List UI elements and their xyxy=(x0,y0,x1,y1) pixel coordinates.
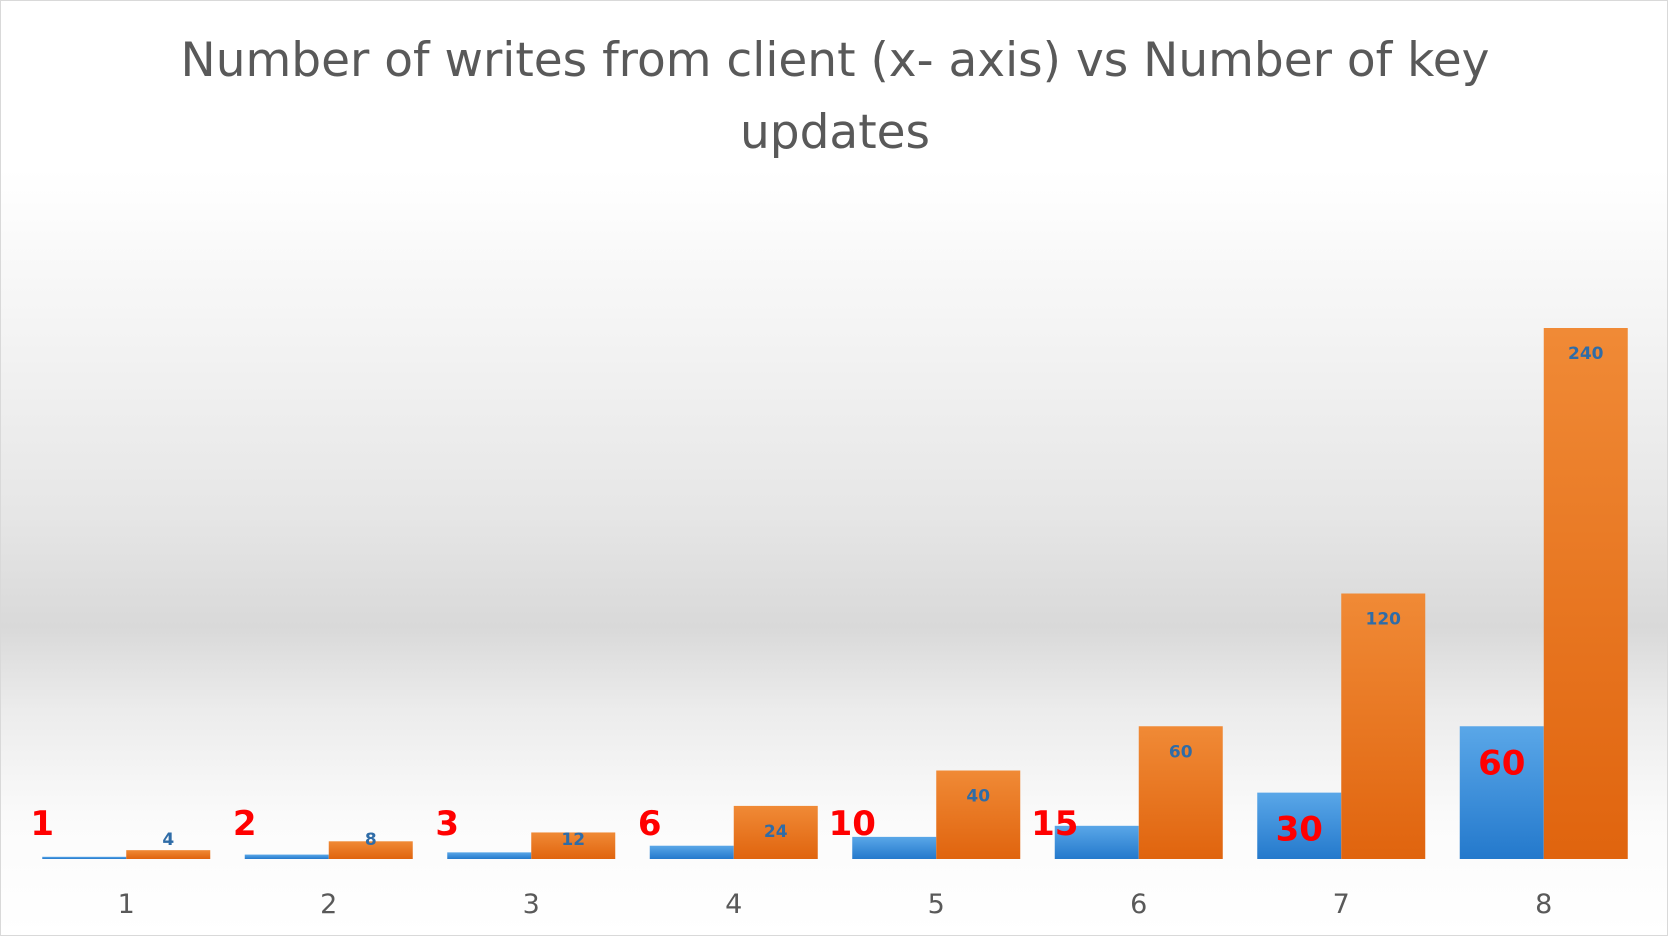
data-label-series-2: 24 xyxy=(764,822,788,842)
x-tick-label: 2 xyxy=(320,889,337,920)
chart-title-line-2: updates xyxy=(739,105,931,160)
data-label-series-2: 4 xyxy=(162,830,174,850)
data-label-series-2: 60 xyxy=(1169,742,1193,762)
bar-series-1 xyxy=(1257,792,1342,859)
bar-series-1 xyxy=(852,836,937,859)
bar-series-1 xyxy=(649,845,734,859)
data-label-series-1: 1 xyxy=(30,804,54,844)
data-label-series-2: 8 xyxy=(365,830,377,850)
data-label-series-1: 3 xyxy=(435,804,459,844)
data-label-series-2: 240 xyxy=(1568,344,1604,364)
bar-series-2 xyxy=(1543,328,1628,859)
bar-series-2 xyxy=(328,841,413,859)
data-label-series-2: 12 xyxy=(561,830,585,850)
chart-title-line-1: Number of writes from client (x- axis) v… xyxy=(180,33,1490,88)
data-label-series-1: 30 xyxy=(1276,810,1323,850)
bar-series-2 xyxy=(126,850,211,859)
bar-series-1 xyxy=(244,854,329,859)
data-label-series-1: 2 xyxy=(233,804,257,844)
bar-series-2 xyxy=(1341,593,1426,859)
data-label-series-1: 15 xyxy=(1031,804,1078,844)
x-tick-label: 3 xyxy=(523,889,540,920)
bar-series-1 xyxy=(1054,825,1139,859)
data-label-series-1: 60 xyxy=(1478,743,1525,783)
x-tick-label: 1 xyxy=(118,889,135,920)
x-tick-label: 5 xyxy=(928,889,945,920)
bar-series-2 xyxy=(733,805,818,859)
data-label-series-1: 10 xyxy=(829,804,876,844)
data-label-series-1: 6 xyxy=(638,804,662,844)
bar-series-2 xyxy=(531,832,616,859)
bar-series-1 xyxy=(42,856,127,859)
bar-series-2 xyxy=(1138,726,1223,859)
bar-series-2 xyxy=(936,770,1021,859)
x-tick-label: 8 xyxy=(1535,889,1552,920)
data-label-series-2: 120 xyxy=(1366,610,1402,630)
chart-title: Number of writes from client (x- axis) v… xyxy=(1,1,1668,169)
bar-series-1 xyxy=(1459,726,1544,859)
data-label-series-2: 40 xyxy=(966,787,990,807)
x-tick-label: 7 xyxy=(1333,889,1350,920)
x-tick-label: 4 xyxy=(725,889,742,920)
bar-series-1 xyxy=(447,852,532,859)
x-tick-label: 6 xyxy=(1130,889,1147,920)
